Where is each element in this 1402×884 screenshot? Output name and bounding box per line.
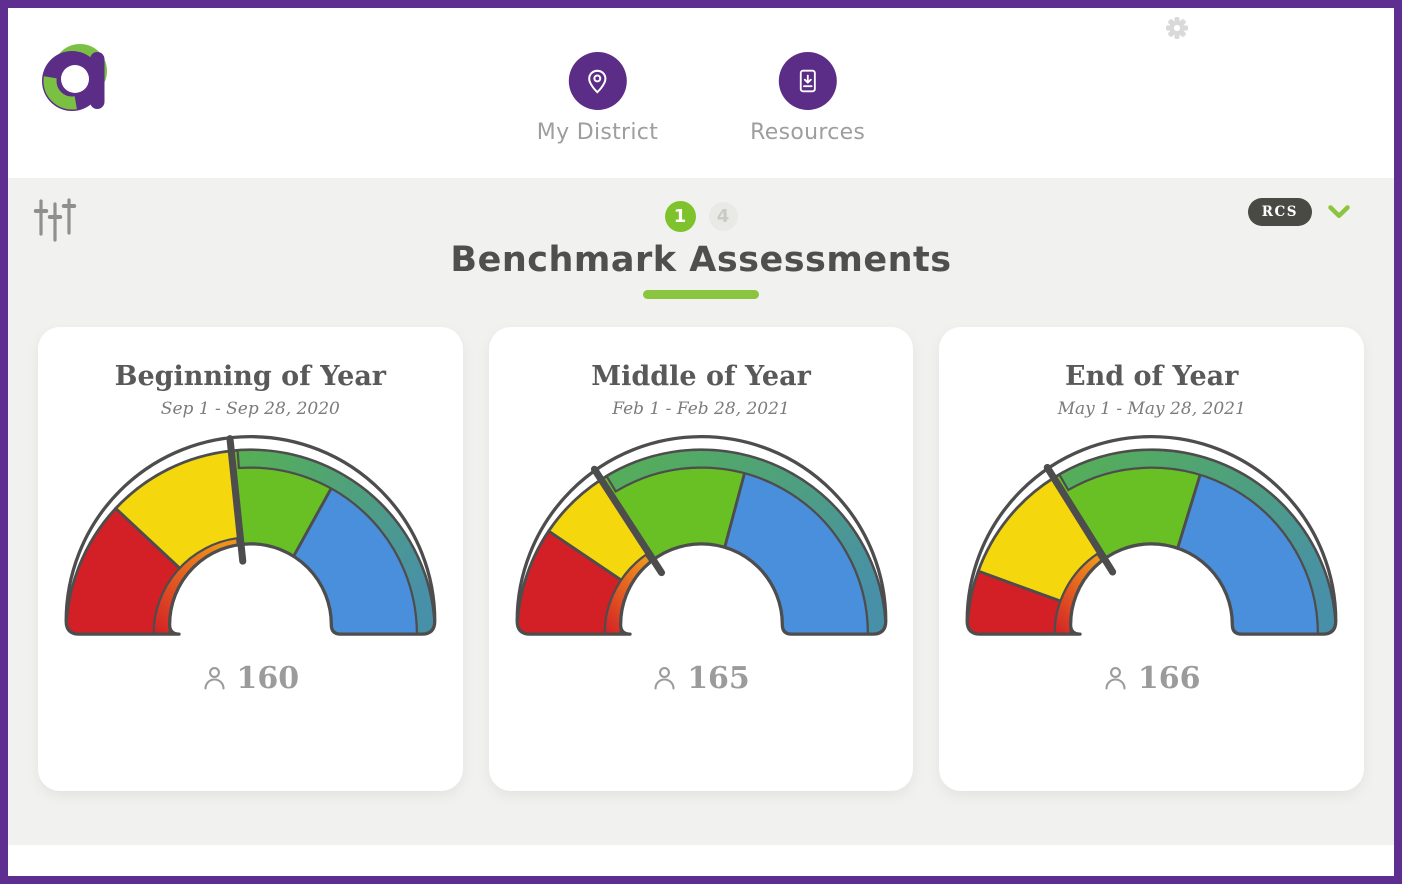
app-header: My District Resources [8, 8, 1394, 178]
card-title: End of Year [1065, 361, 1239, 392]
benchmark-cards: Beginning of Year Sep 1 - Sep 28, 2020 1… [8, 327, 1394, 791]
student-count: 165 [489, 661, 914, 696]
benchmark-gauge [53, 431, 448, 657]
chevron-down-icon [1328, 205, 1350, 219]
amira-logo[interactable] [38, 40, 114, 116]
district-selector[interactable]: RCS [1247, 198, 1350, 226]
nav-label-my-district: My District [536, 120, 659, 145]
card-date-range: Feb 1 - Feb 28, 2021 [612, 399, 790, 419]
benchmark-gauge [504, 431, 899, 657]
card-end-of-year[interactable]: End of Year May 1 - May 28, 2021 166 [939, 327, 1365, 791]
pagination: 1 4 [8, 194, 1394, 238]
toolbar: 1 4 RCS [8, 194, 1394, 242]
person-icon [1105, 667, 1126, 690]
card-date-range: Sep 1 - Sep 28, 2020 [160, 399, 340, 419]
nav-my-district[interactable]: My District [537, 52, 658, 145]
person-icon [654, 667, 675, 690]
main-nav: My District Resources [537, 52, 865, 145]
nav-label-resources: Resources [750, 120, 866, 145]
student-count-value: 166 [1137, 660, 1201, 696]
nav-resources[interactable]: Resources [750, 52, 865, 145]
card-date-range: May 1 - May 28, 2021 [1057, 399, 1246, 419]
student-count: 160 [38, 661, 463, 696]
page-dot-4[interactable]: 4 [708, 201, 738, 231]
district-badge: RCS [1247, 198, 1312, 226]
title-underline [643, 290, 759, 299]
gear-icon[interactable] [1165, 16, 1189, 40]
card-title: Middle of Year [591, 361, 811, 392]
main-content: 1 4 RCS Benchmark Assessments Beginning … [8, 178, 1394, 845]
page-dot-1[interactable]: 1 [664, 200, 696, 232]
benchmark-gauge [954, 431, 1349, 657]
map-pin-icon [568, 52, 627, 110]
document-download-icon [778, 52, 837, 110]
sliders-icon[interactable] [32, 194, 78, 244]
card-beginning-of-year[interactable]: Beginning of Year Sep 1 - Sep 28, 2020 1… [38, 327, 463, 791]
student-count: 166 [939, 661, 1364, 696]
person-icon [203, 667, 225, 690]
card-title: Beginning of Year [114, 361, 387, 392]
page-title: Benchmark Assessments [450, 240, 952, 280]
card-middle-of-year[interactable]: Middle of Year Feb 1 - Feb 28, 2021 165 [488, 327, 914, 791]
student-count-value: 160 [236, 660, 300, 696]
student-count-value: 165 [687, 660, 750, 696]
